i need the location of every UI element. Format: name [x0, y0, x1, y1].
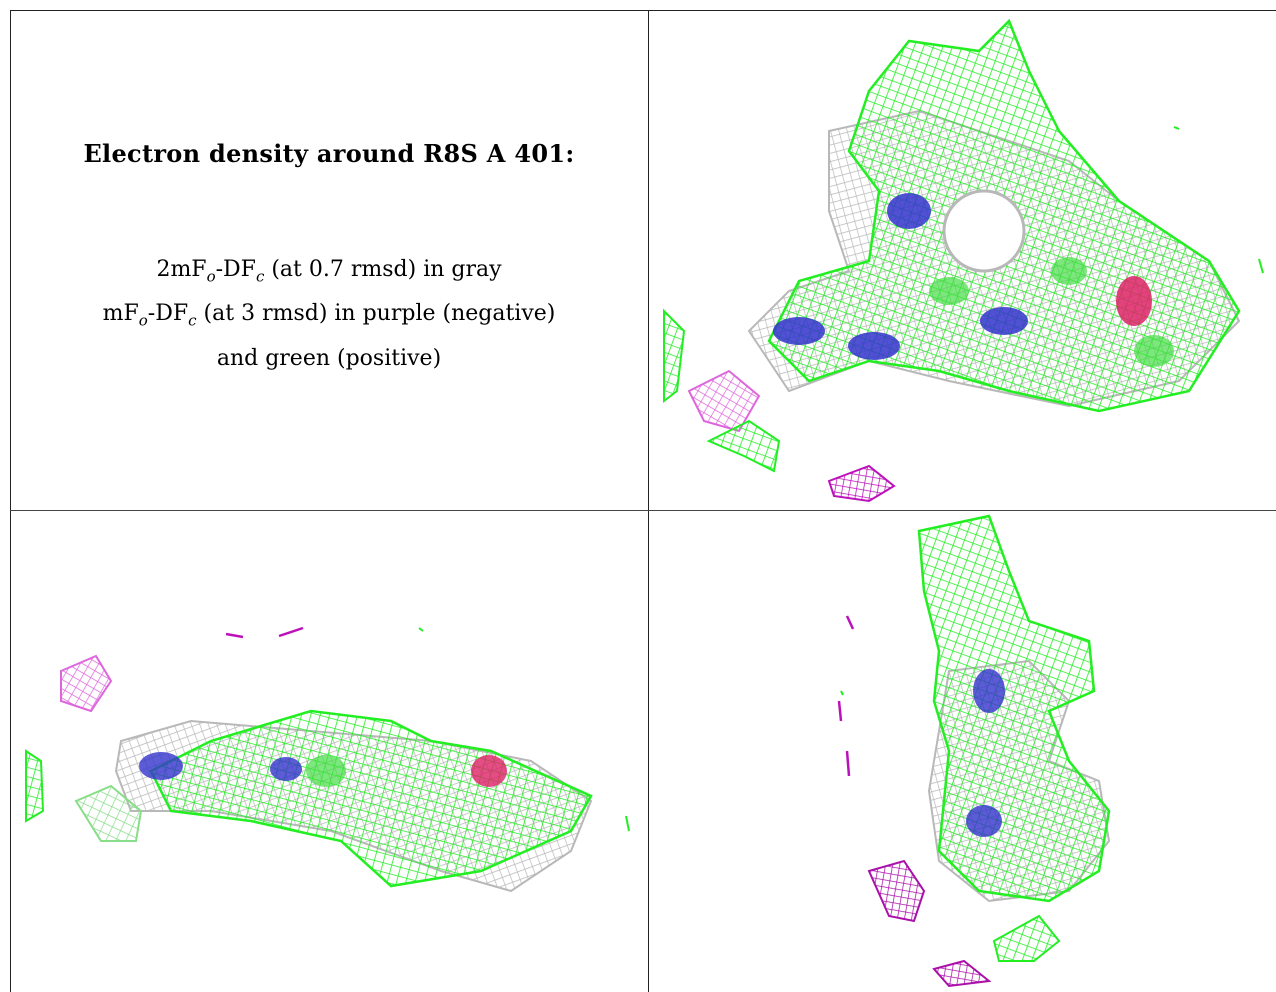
density-image-1: [663, 18, 1264, 503]
green-mesh-small: [992, 914, 1061, 962]
purple-speck: [845, 615, 855, 630]
purple-speck: [225, 632, 244, 639]
green-speck: [1173, 126, 1180, 130]
carbon-atom: [1051, 257, 1087, 285]
top-border: [10, 10, 1276, 11]
purple-mesh-small: [827, 464, 896, 503]
green-mesh-edge: [25, 749, 45, 823]
nitrogen-atom: [773, 317, 825, 345]
legend-line-gray: 2mFo-DFc (at 0.7 rmsd) in gray: [156, 257, 502, 286]
nitrogen-atom: [887, 193, 931, 229]
oxygen-atom: [471, 755, 507, 787]
ring-hole: [942, 189, 1026, 273]
light-green-mesh: [74, 784, 143, 842]
purple-mesh: [687, 369, 761, 433]
nitrogen-atom: [966, 805, 1002, 837]
nitrogen-atom: [848, 332, 900, 360]
green-mesh-small: [706, 419, 781, 473]
caption-title: Electron density around R8S A 401:: [83, 139, 575, 168]
purple-speck: [837, 700, 843, 722]
middle-divider: [648, 10, 649, 992]
density-panel-bottom-right: [649, 511, 1276, 992]
green-speck: [418, 627, 424, 632]
caption-cell: Electron density around R8S A 401: 2mFo-…: [11, 11, 647, 509]
density-panel-bottom-left: [11, 511, 648, 992]
carbon-atom: [306, 755, 346, 787]
green-speck: [1258, 258, 1264, 274]
green-speck: [840, 690, 844, 696]
density-panel-top-right: [649, 11, 1276, 510]
green-mesh-edge: [663, 308, 686, 404]
carbon-atom: [929, 277, 969, 305]
nitrogen-atom: [980, 307, 1028, 335]
green-speck: [625, 815, 630, 832]
oxygen-atom: [1116, 276, 1152, 326]
purple-mesh: [867, 859, 926, 923]
nitrogen-atom: [139, 752, 183, 780]
purple-speck: [278, 626, 304, 638]
purple-mesh-small: [932, 959, 992, 988]
nitrogen-atom: [973, 669, 1005, 713]
density-image-3: [837, 514, 1111, 988]
caption-legend: 2mFo-DFc (at 0.7 rmsd) in gray mFo-DFc (…: [11, 251, 647, 378]
green-mesh: [917, 514, 1111, 903]
purple-speck: [845, 750, 851, 777]
purple-mesh: [60, 654, 113, 713]
density-image-2: [25, 626, 630, 893]
legend-line-positive: and green (positive): [216, 345, 442, 371]
horizontal-divider: [10, 510, 1276, 511]
nitrogen-atom: [270, 757, 302, 781]
green-mesh: [149, 709, 593, 888]
carbon-atom: [1134, 335, 1174, 367]
left-border: [10, 10, 11, 992]
legend-line-difference: mFo-DFc (at 3 rmsd) in purple (negative): [102, 301, 556, 330]
